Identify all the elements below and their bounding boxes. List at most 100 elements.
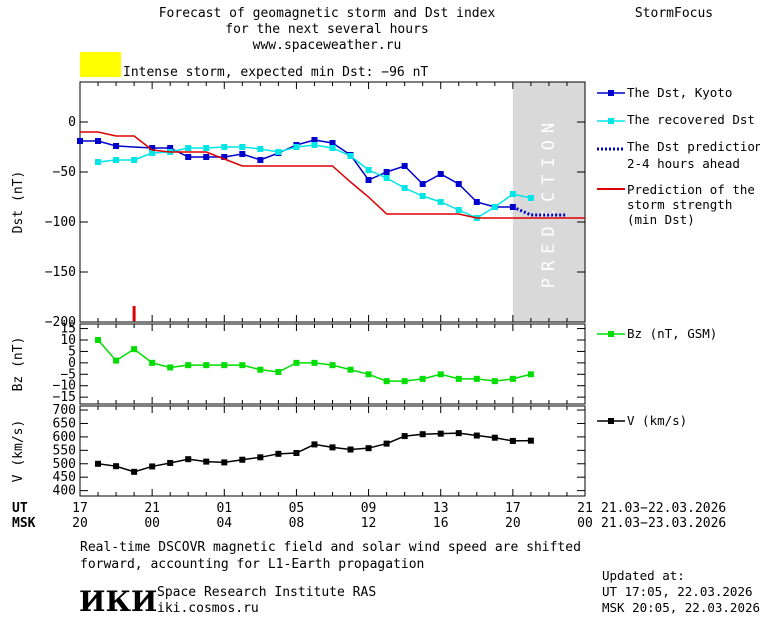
series-point bbox=[113, 357, 120, 364]
series-point bbox=[149, 463, 156, 470]
title-line2: for the next several hours bbox=[225, 22, 429, 37]
y-axis-label: V (km/s) bbox=[11, 420, 26, 483]
institute-name: Space Research Institute RAS bbox=[157, 585, 376, 600]
y-tick-label: 500 bbox=[53, 457, 76, 472]
msk-tick-label: 00 bbox=[577, 516, 593, 531]
ut-tick-label: 01 bbox=[216, 501, 232, 516]
series-point bbox=[329, 140, 336, 146]
storm-level-swatch bbox=[80, 52, 121, 77]
legend-label: The Dst prediction bbox=[627, 139, 760, 154]
series-point bbox=[509, 437, 516, 444]
dst-panel: PREDICTION 0 −50 −100 −150 −200 Dst (nT) bbox=[11, 81, 586, 330]
series-point bbox=[455, 375, 462, 382]
y-tick-label: −10 bbox=[53, 379, 76, 394]
series-point bbox=[437, 371, 444, 378]
series-point bbox=[347, 446, 354, 453]
series-point bbox=[329, 444, 336, 451]
series-point bbox=[221, 144, 228, 150]
series-point bbox=[455, 207, 462, 213]
msk-tick-label: 20 bbox=[505, 516, 521, 531]
series-point bbox=[293, 144, 300, 150]
series-point bbox=[239, 144, 246, 150]
series-point bbox=[131, 346, 138, 353]
msk-tick-label: 20 bbox=[72, 516, 88, 531]
ut-tick-label: 09 bbox=[361, 501, 377, 516]
msk-tick-label: 12 bbox=[361, 516, 377, 531]
series-point bbox=[221, 362, 228, 369]
series-point bbox=[437, 199, 444, 205]
series-point bbox=[239, 151, 246, 157]
y-tick-label: 650 bbox=[53, 416, 76, 431]
legend-label: Bz (nT, GSM) bbox=[627, 326, 717, 341]
series-point bbox=[401, 433, 408, 440]
series-point bbox=[527, 437, 534, 444]
series-point bbox=[347, 153, 354, 159]
series-point bbox=[383, 175, 390, 181]
series-point bbox=[95, 159, 102, 165]
series-line bbox=[97, 144, 532, 219]
series-point bbox=[401, 185, 408, 191]
msk-axis-label: MSK bbox=[12, 516, 36, 531]
series-point bbox=[221, 459, 228, 466]
legend-marker bbox=[608, 90, 614, 96]
legend-label: V (km/s) bbox=[627, 413, 687, 428]
series-point bbox=[365, 177, 372, 183]
series-point bbox=[185, 456, 192, 463]
legend-marker bbox=[608, 418, 614, 424]
series-point bbox=[527, 371, 534, 378]
series-point bbox=[365, 167, 372, 173]
series-point bbox=[437, 430, 444, 437]
y-tick-label: 15 bbox=[60, 322, 76, 337]
updated-ut: UT 17:05, 22.03.2026 bbox=[602, 584, 753, 599]
series-point bbox=[257, 366, 264, 373]
msk-date-range: 21.03−23.03.2026 bbox=[601, 516, 726, 531]
series-point bbox=[149, 359, 156, 366]
series-point bbox=[383, 169, 390, 175]
series-point bbox=[311, 359, 318, 366]
y-tick-label: 600 bbox=[53, 430, 76, 445]
series-point bbox=[203, 362, 210, 369]
panel-frame bbox=[79, 81, 586, 323]
min-dst-prediction-line bbox=[80, 131, 585, 219]
series-point bbox=[347, 366, 354, 373]
series-point bbox=[473, 199, 480, 205]
series-point bbox=[383, 378, 390, 385]
website-link[interactable]: www.spaceweather.ru bbox=[253, 38, 402, 53]
series-point bbox=[419, 375, 426, 382]
series-point bbox=[185, 145, 192, 151]
series-point bbox=[149, 145, 156, 151]
series-point bbox=[401, 163, 408, 169]
series-point bbox=[239, 456, 246, 463]
series-point bbox=[95, 138, 102, 144]
series-point bbox=[113, 143, 120, 149]
series-point bbox=[473, 432, 480, 439]
series-point bbox=[455, 181, 462, 187]
institute-site[interactable]: iki.cosmos.ru bbox=[157, 601, 259, 616]
dst-prediction-line bbox=[512, 205, 567, 217]
series-point bbox=[167, 364, 174, 371]
series-point bbox=[167, 145, 174, 151]
y-axis-label: Dst (nT) bbox=[11, 171, 26, 234]
brand-name: StormFocus bbox=[635, 6, 713, 21]
updated-msk: MSK 20:05, 22.03.2026 bbox=[602, 600, 760, 615]
footnote-line2: forward, accounting for L1-Earth propaga… bbox=[80, 557, 424, 572]
y-tick-label: −200 bbox=[45, 315, 76, 330]
y-tick-label: −15 bbox=[53, 390, 76, 405]
series-point bbox=[131, 468, 138, 475]
series-point bbox=[383, 440, 390, 447]
series-point bbox=[329, 362, 336, 369]
series-point bbox=[275, 450, 282, 457]
msk-tick-label: 00 bbox=[144, 516, 160, 531]
y-tick-label: −5 bbox=[60, 367, 76, 382]
y-tick-label: 0 bbox=[68, 115, 76, 130]
series-point bbox=[455, 430, 462, 437]
series-point bbox=[509, 191, 516, 197]
msk-tick-label: 08 bbox=[289, 516, 305, 531]
legend-label: The recovered Dst bbox=[627, 112, 755, 127]
y-axis-label: Bz (nT) bbox=[11, 337, 26, 392]
series-point bbox=[221, 154, 228, 160]
series-point bbox=[113, 157, 120, 163]
footnote-line1: Real-time DSCOVR magnetic field and sola… bbox=[80, 540, 581, 555]
